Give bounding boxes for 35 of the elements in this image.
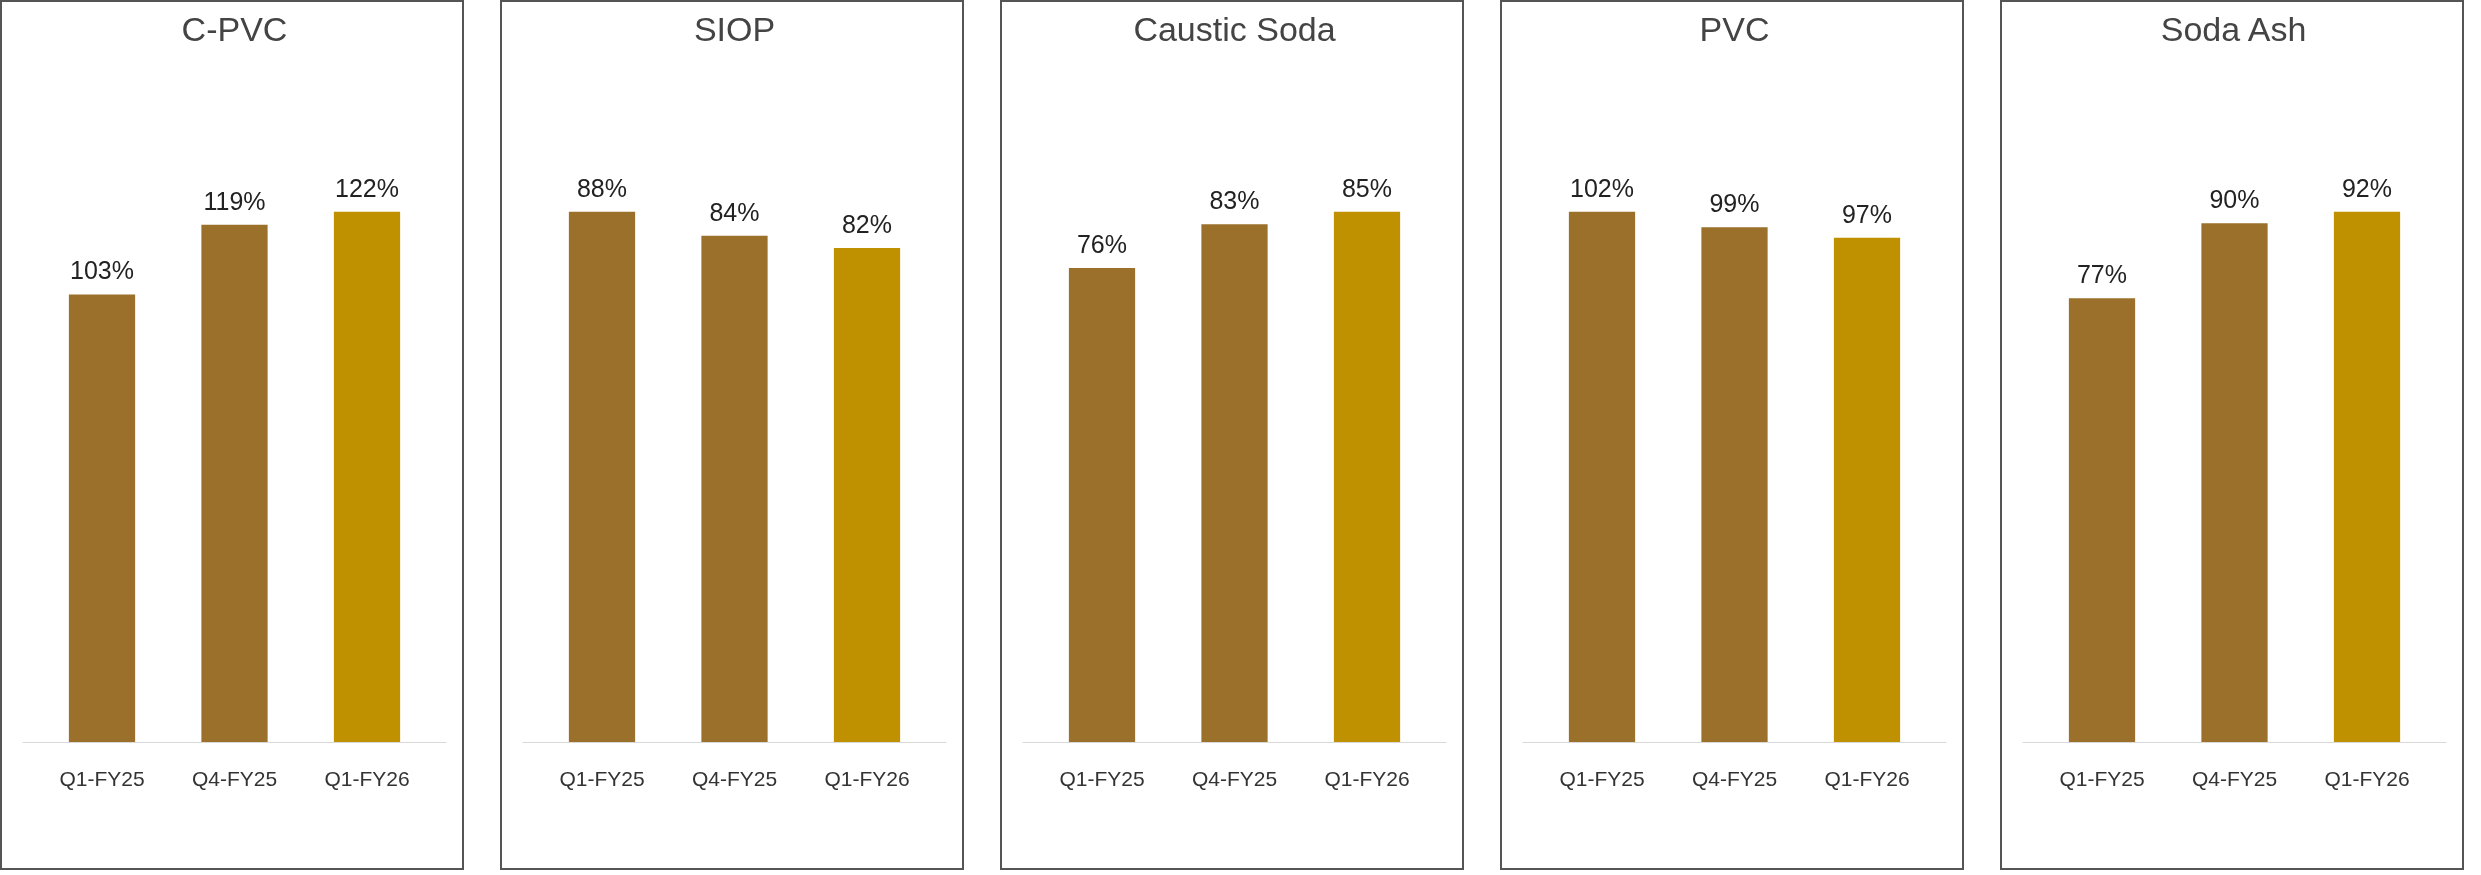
x-tick-label: Q1-FY25 [1559, 766, 1645, 790]
chart-title: PVC [1699, 9, 1770, 48]
chart-title: C-PVC [181, 9, 288, 48]
data-label: 85% [1341, 173, 1393, 202]
x-tick-label: Q4-FY25 [2191, 766, 2278, 790]
x-tick-label: Q1-FY26 [324, 766, 410, 790]
data-label: 82% [841, 209, 893, 238]
data-label: 92% [2341, 173, 2393, 202]
data-label: 122% [335, 173, 399, 202]
data-label: 99% [1709, 189, 1760, 218]
chart-title: Caustic Soda [1133, 9, 1336, 48]
chart-title: Soda Ash [2160, 9, 2307, 48]
x-tick-label: Q1-FY26 [1324, 766, 1410, 790]
x-tick-label: Q4-FY25 [1191, 766, 1278, 790]
data-label: 83% [1209, 186, 1260, 215]
data-label: 84% [709, 197, 760, 226]
x-tick-label: Q1-FY26 [1824, 766, 1910, 790]
data-label: 77% [2076, 260, 2128, 289]
data-label: 103% [70, 256, 134, 285]
x-tick-label: Q1-FY26 [2324, 766, 2410, 790]
x-tick-label: Q4-FY25 [1691, 766, 1778, 790]
chart-title: SIOP [693, 9, 776, 48]
x-tick-label: Q1-FY25 [2059, 766, 2145, 790]
x-tick-label: Q4-FY25 [691, 766, 778, 790]
x-tick-label: Q1-FY25 [1059, 766, 1145, 790]
data-label: 119% [203, 186, 266, 215]
data-label: 97% [1841, 199, 1893, 228]
data-label: 102% [1570, 173, 1634, 202]
x-tick-label: Q1-FY25 [559, 766, 645, 790]
x-tick-label: Q4-FY25 [191, 766, 278, 790]
x-tick-label: Q1-FY25 [59, 766, 145, 790]
data-label: 76% [1076, 229, 1128, 258]
data-label: 90% [2209, 185, 2260, 214]
data-label: 88% [576, 173, 628, 202]
x-tick-label: Q1-FY26 [824, 766, 910, 790]
